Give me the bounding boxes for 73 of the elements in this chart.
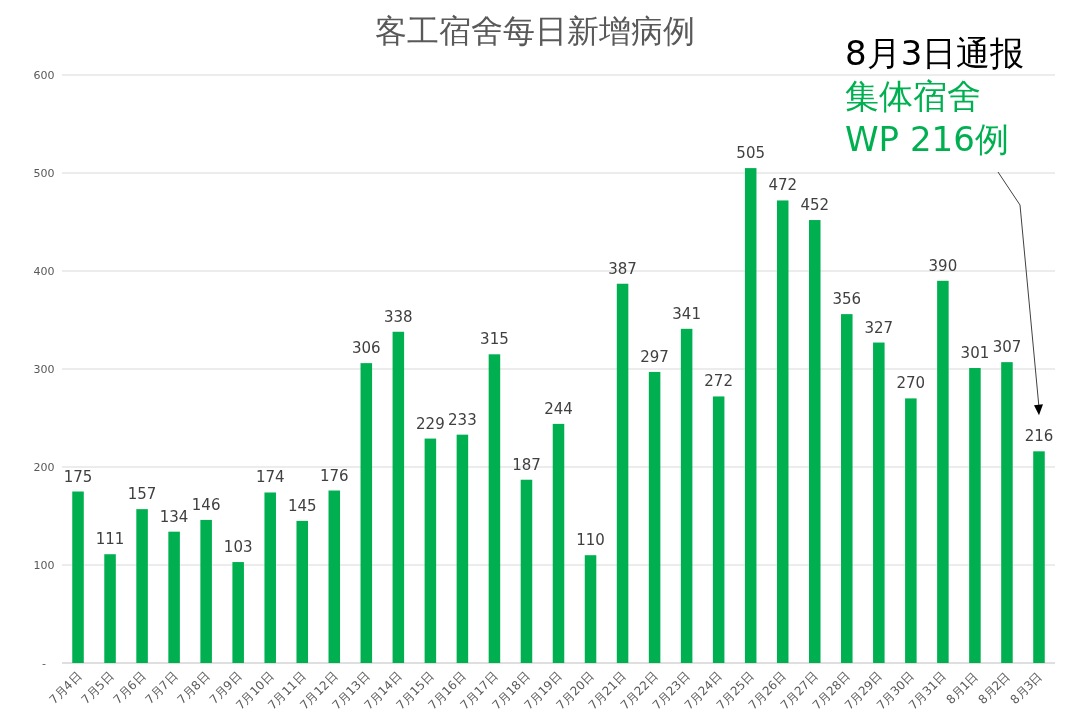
y-tick-label: 400	[33, 265, 55, 278]
bar	[104, 554, 116, 663]
data-label: 216	[1024, 427, 1054, 446]
data-label: 175	[63, 467, 93, 486]
bar	[360, 363, 373, 663]
bar	[648, 371, 661, 663]
data-label: 307	[992, 338, 1022, 357]
y-tick-label: -	[42, 657, 47, 670]
bar	[488, 354, 501, 663]
bar	[424, 438, 437, 663]
bar	[808, 220, 821, 663]
data-label: 452	[800, 196, 830, 215]
data-label: 297	[640, 347, 669, 366]
bar	[456, 434, 469, 663]
y-tick-label: 500	[33, 167, 55, 180]
data-label: 103	[223, 538, 253, 557]
data-label: 315	[480, 330, 509, 349]
bar	[905, 398, 917, 663]
data-label: 233	[448, 410, 477, 429]
bar	[969, 368, 981, 663]
bar	[232, 562, 244, 663]
bar	[1033, 451, 1045, 663]
data-label: 146	[191, 495, 221, 514]
y-tick-label: 300	[33, 363, 55, 376]
data-label: 301	[960, 344, 990, 363]
bar	[264, 492, 276, 663]
bar	[72, 491, 84, 663]
bar	[1001, 362, 1013, 663]
y-tick-label: 600	[33, 69, 55, 82]
data-label: 187	[512, 455, 541, 474]
bar	[776, 200, 789, 663]
bar	[873, 342, 885, 663]
bar	[712, 396, 725, 663]
data-label: 356	[832, 290, 862, 309]
text: 8月3日通报	[845, 33, 1025, 73]
data-label: 244	[544, 399, 573, 418]
bar	[200, 519, 212, 663]
bar	[392, 331, 405, 663]
data-label: 111	[95, 530, 125, 549]
chart-title: 客工宿舍每日新增病例	[375, 12, 695, 50]
data-label: 174	[255, 468, 285, 487]
data-label: 145	[287, 496, 317, 515]
data-label: 270	[896, 374, 926, 393]
data-label: 338	[384, 307, 413, 326]
data-label: 134	[159, 507, 189, 526]
bar	[937, 280, 949, 663]
data-label: 110	[576, 531, 605, 550]
data-label: 341	[672, 304, 701, 323]
bar	[584, 555, 597, 663]
data-label: 327	[864, 318, 894, 337]
y-tick-label: 100	[33, 559, 55, 572]
bar	[328, 490, 341, 663]
annotation: WP 216例	[845, 119, 1009, 159]
bar	[168, 531, 180, 663]
bar	[680, 328, 693, 663]
bar	[136, 509, 148, 663]
data-label: 472	[768, 176, 798, 195]
bar	[744, 168, 757, 663]
data-label: 505	[736, 144, 766, 163]
data-label: 306	[351, 339, 381, 358]
data-label: 387	[608, 259, 637, 278]
data-label: 229	[416, 414, 445, 433]
bar	[552, 423, 565, 663]
bar	[616, 283, 629, 663]
data-label: 176	[319, 466, 349, 485]
data-label: 157	[127, 485, 157, 504]
bar	[296, 520, 309, 663]
data-label: 390	[928, 256, 958, 275]
y-tick-label: 200	[33, 461, 55, 474]
data-label: 272	[704, 372, 733, 391]
bar	[520, 479, 533, 663]
annotation: 集体宿舍	[845, 76, 981, 116]
bar	[841, 314, 853, 663]
